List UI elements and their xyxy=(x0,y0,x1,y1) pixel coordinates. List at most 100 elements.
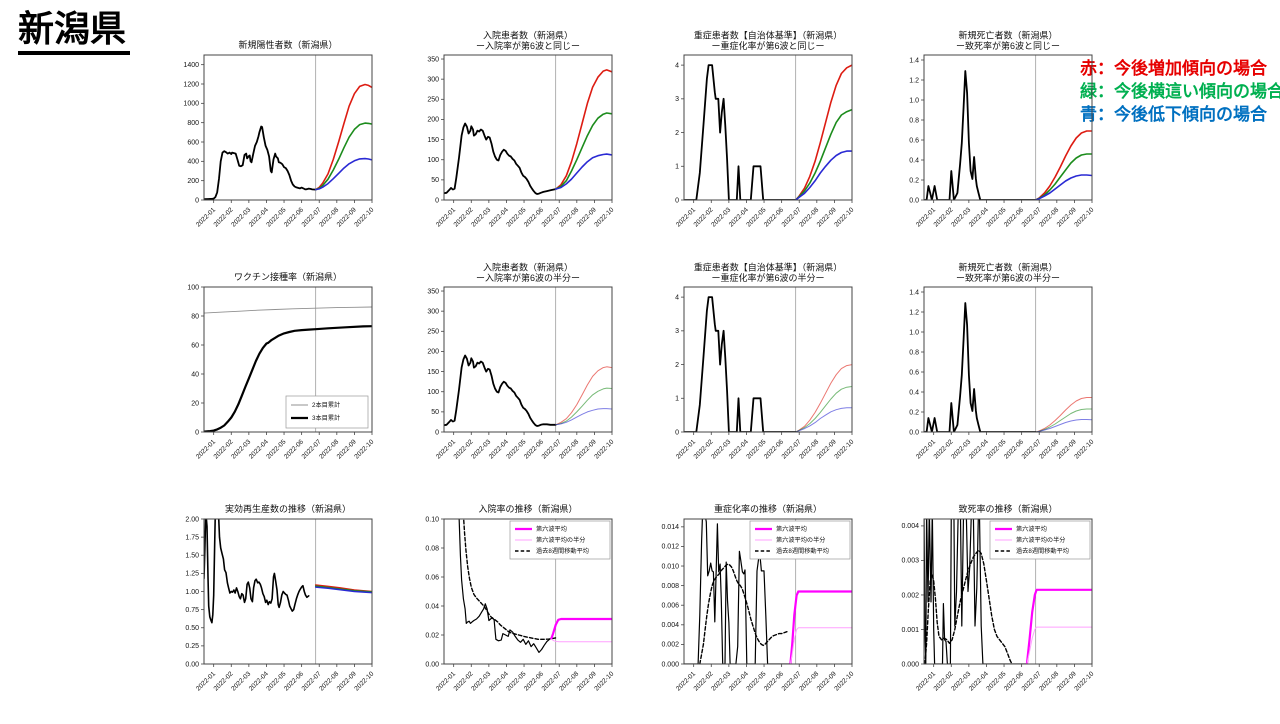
svg-text:0: 0 xyxy=(435,197,439,204)
chart-svg-fatality-rate-trend: 0.0000.0010.0020.0030.0042022-012022-022… xyxy=(901,503,1095,693)
svg-text:2022-10: 2022-10 xyxy=(593,670,615,692)
page-title: 新潟県 xyxy=(18,8,131,56)
svg-text:第六波平均: 第六波平均 xyxy=(536,525,567,533)
svg-text:50: 50 xyxy=(431,409,439,416)
svg-text:1.0: 1.0 xyxy=(909,329,919,336)
svg-text:350: 350 xyxy=(427,288,439,295)
chart-svg-deaths-half: 0.00.20.40.60.81.01.21.42022-012022-0220… xyxy=(909,262,1095,461)
svg-text:3: 3 xyxy=(675,96,679,103)
svg-text:100: 100 xyxy=(427,157,439,164)
svg-text:0.2: 0.2 xyxy=(909,177,919,184)
svg-text:入院患者数（新潟県）: 入院患者数（新潟県） xyxy=(483,262,573,273)
chart-hospitalized-half: 0 50 100 150 200 250 300 350 2022-01 2022-02 2022-… xyxy=(406,260,646,492)
svg-text:過去8週間移動平均: 過去8週間移動平均 xyxy=(1016,547,1069,555)
svg-text:60: 60 xyxy=(191,342,199,349)
svg-text:0.50: 0.50 xyxy=(185,625,199,632)
chart-svg-deaths-same: 0.00.20.40.60.81.01.21.42022-012022-0220… xyxy=(909,30,1095,229)
svg-text:0.00: 0.00 xyxy=(425,661,439,668)
svg-text:200: 200 xyxy=(427,117,439,124)
svg-text:1.4: 1.4 xyxy=(909,57,919,64)
svg-text:ー重症化率が第6波の半分ー: ー重症化率が第6波の半分ー xyxy=(711,272,824,283)
chart-svg-hospitalized-same: 0501001502002503003502022-012022-022022-… xyxy=(427,30,615,229)
svg-text:ー致死率が第6波の半分ー: ー致死率が第6波の半分ー xyxy=(956,272,1060,283)
svg-text:第六波平均の半分: 第六波平均の半分 xyxy=(776,536,826,544)
chart-severity-rate-trend: 0.000 0.002 0.004 0.006 0.008 0.010 0.012 0.014… xyxy=(646,492,886,724)
svg-text:50: 50 xyxy=(431,177,439,184)
svg-text:400: 400 xyxy=(187,159,199,166)
svg-text:2022-10: 2022-10 xyxy=(353,438,375,460)
svg-text:1.75: 1.75 xyxy=(185,534,199,541)
svg-text:0: 0 xyxy=(675,197,679,204)
svg-text:2: 2 xyxy=(675,362,679,369)
svg-text:2022-10: 2022-10 xyxy=(593,438,615,460)
svg-text:2022-10: 2022-10 xyxy=(353,670,375,692)
svg-text:1.4: 1.4 xyxy=(909,289,919,296)
svg-text:150: 150 xyxy=(427,137,439,144)
svg-text:0.6: 0.6 xyxy=(909,369,919,376)
svg-text:0: 0 xyxy=(195,197,199,204)
svg-text:1.2: 1.2 xyxy=(909,309,919,316)
chart-severe-same: 0 1 2 3 4 2022-01 2022-02 2022-03 2022-04 2022-05… xyxy=(646,28,886,260)
svg-text:0.02: 0.02 xyxy=(425,632,439,639)
svg-text:1.00: 1.00 xyxy=(185,589,199,596)
svg-text:0.06: 0.06 xyxy=(425,574,439,581)
svg-text:実効再生産数の推移（新潟県）: 実効再生産数の推移（新潟県） xyxy=(225,503,351,514)
svg-text:重症患者数【自治体基準】（新潟県）: 重症患者数【自治体基準】（新潟県） xyxy=(694,262,843,273)
svg-text:2022-10: 2022-10 xyxy=(833,438,855,460)
svg-text:過去8週間移動平均: 過去8週間移動平均 xyxy=(536,547,589,555)
svg-text:2.00: 2.00 xyxy=(185,516,199,523)
svg-text:0.014: 0.014 xyxy=(661,524,679,531)
svg-text:350: 350 xyxy=(427,56,439,63)
svg-text:新規死亡者数（新潟県）: 新規死亡者数（新潟県） xyxy=(958,30,1057,41)
svg-text:40: 40 xyxy=(191,371,199,378)
chart-svg-severe-same: 012342022-012022-022022-032022-042022-05… xyxy=(675,30,856,229)
svg-text:ー重症化率が第6波と同じー: ー重症化率が第6波と同じー xyxy=(711,40,824,51)
svg-text:0.0: 0.0 xyxy=(909,197,919,204)
svg-text:第六波平均の半分: 第六波平均の半分 xyxy=(536,536,586,544)
chart-effective-reproduction-number: 0.00 0.25 0.50 0.75 1.00 1.25 1.50 1.75 2.00 2022… xyxy=(166,492,406,724)
svg-text:0.010: 0.010 xyxy=(661,563,679,570)
chart-hospitalized-same: 0 50 100 150 200 250 300 350 2022-01 2022-02 2022-… xyxy=(406,28,646,260)
svg-text:20: 20 xyxy=(191,400,199,407)
chart-hospitalization-rate-trend: 0.00 0.02 0.04 0.06 0.08 0.10 2022-01 2022-02 20… xyxy=(406,492,646,724)
svg-text:ー入院率が第6波と同じー: ー入院率が第6波と同じー xyxy=(476,40,580,51)
chart-svg-vaccination-rate: 0204060801002022-012022-022022-032022-04… xyxy=(187,271,375,461)
charts-grid: 0 200 400 600 800 1000 1200 1400 2022-01 2022-02 2… xyxy=(166,28,1126,724)
svg-text:2022-10: 2022-10 xyxy=(353,206,375,228)
svg-text:200: 200 xyxy=(187,178,199,185)
svg-text:0.08: 0.08 xyxy=(425,545,439,552)
svg-text:1.50: 1.50 xyxy=(185,553,199,560)
svg-text:1.2: 1.2 xyxy=(909,77,919,84)
svg-text:0.0: 0.0 xyxy=(909,429,919,436)
svg-text:100: 100 xyxy=(187,284,199,291)
svg-text:新規陽性者数（新潟県）: 新規陽性者数（新潟県） xyxy=(238,39,337,50)
svg-text:4: 4 xyxy=(675,62,679,69)
svg-text:ー致死率が第6波と同じー: ー致死率が第6波と同じー xyxy=(956,40,1060,51)
svg-text:2022-10: 2022-10 xyxy=(833,670,855,692)
svg-text:0.004: 0.004 xyxy=(661,622,679,629)
svg-text:0.4: 0.4 xyxy=(909,157,919,164)
svg-text:入院患者数（新潟県）: 入院患者数（新潟県） xyxy=(483,30,573,41)
legend-line-flat: 緑：今後横這い傾向の場合 xyxy=(1080,82,1280,101)
svg-text:0.8: 0.8 xyxy=(909,349,919,356)
svg-text:1: 1 xyxy=(675,396,679,403)
svg-text:300: 300 xyxy=(427,76,439,83)
svg-text:1.25: 1.25 xyxy=(185,571,199,578)
svg-text:ワクチン接種率（新潟県）: ワクチン接種率（新潟県） xyxy=(234,271,342,282)
svg-text:第六波平均: 第六波平均 xyxy=(776,525,807,533)
svg-text:4: 4 xyxy=(675,294,679,301)
svg-text:重症患者数【自治体基準】（新潟県）: 重症患者数【自治体基準】（新潟県） xyxy=(694,30,843,41)
chart-deaths-same: 0.0 0.2 0.4 0.6 0.8 1.0 1.2 1.4 2022-01 2022-02 20… xyxy=(886,28,1126,260)
svg-text:2022-10: 2022-10 xyxy=(1073,670,1095,692)
svg-text:0: 0 xyxy=(195,429,199,436)
svg-text:第六波平均の半分: 第六波平均の半分 xyxy=(1016,536,1066,544)
svg-text:0.012: 0.012 xyxy=(661,544,679,551)
svg-text:0.8: 0.8 xyxy=(909,117,919,124)
svg-text:0.75: 0.75 xyxy=(185,607,199,614)
chart-vaccination-rate: 0 20 40 60 80 100 2022-01 2022-02 2022-03 2022-04… xyxy=(166,260,406,492)
svg-text:0.6: 0.6 xyxy=(909,137,919,144)
svg-text:150: 150 xyxy=(427,369,439,376)
svg-text:2: 2 xyxy=(675,130,679,137)
chart-svg-new-positives: 02004006008001000120014002022-012022-022… xyxy=(183,39,375,229)
svg-text:ー入院率が第6波の半分ー: ー入院率が第6波の半分ー xyxy=(476,272,580,283)
